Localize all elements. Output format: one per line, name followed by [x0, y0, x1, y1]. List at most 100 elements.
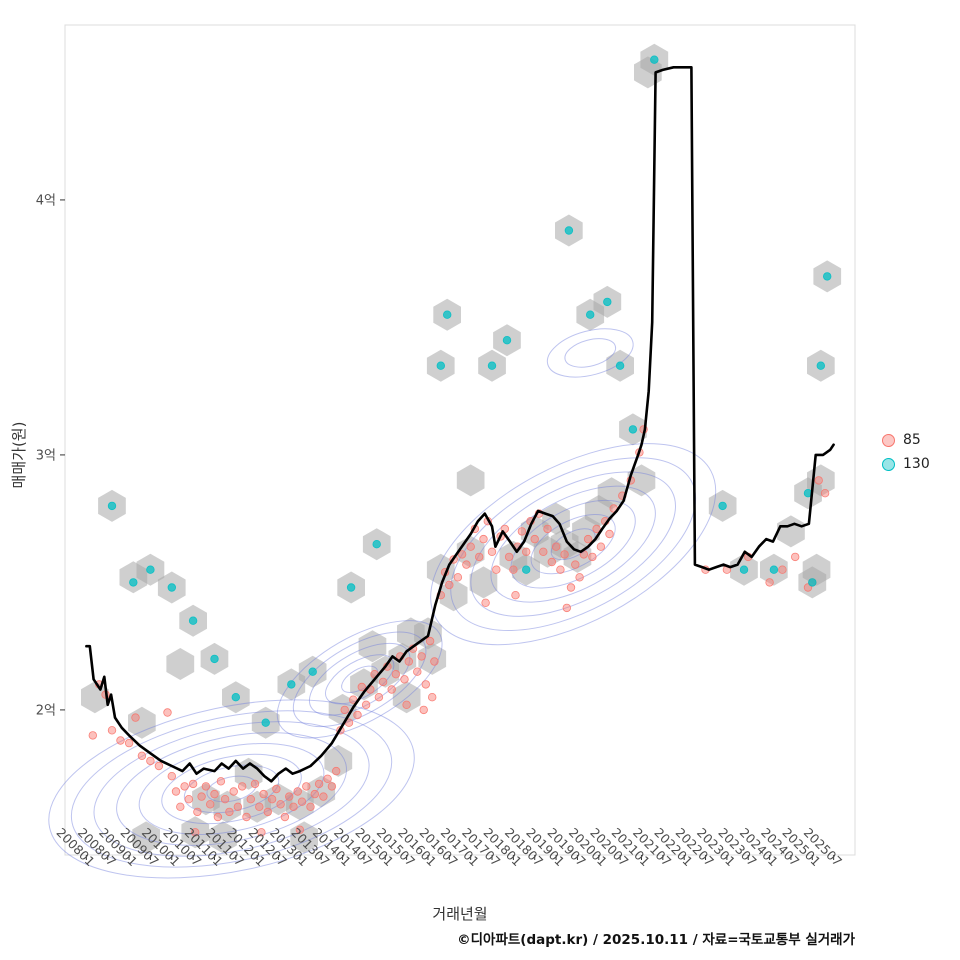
density-contour: [325, 654, 395, 705]
scatter-point-85: [216, 777, 226, 786]
density-contour: [93, 721, 370, 857]
scatter-point-85: [487, 547, 497, 556]
scatter-point-85: [116, 736, 125, 745]
hexbin-cell: [264, 783, 293, 816]
hexbin-cell: [802, 553, 831, 586]
scatter-point-130: [564, 226, 574, 235]
scatter-point-85: [419, 705, 428, 715]
y-axis: 2억 3억 4억: [36, 193, 65, 718]
scatter-point-85: [340, 705, 349, 715]
hexbin-cell: [243, 790, 271, 823]
scatter-point-85: [778, 565, 787, 574]
legend-label-85: 85: [903, 432, 921, 448]
hexbin-cell: [307, 775, 336, 808]
scatter-point-85: [374, 693, 384, 702]
scatter-point-85: [184, 795, 193, 804]
hexbin-cell: [426, 553, 455, 586]
scatter-point-85: [562, 603, 571, 613]
scatter-point-85: [551, 542, 561, 551]
scatter-point-85: [457, 550, 467, 559]
density-contour: [530, 514, 616, 575]
scatter-point-85: [163, 708, 172, 717]
scatter-point-85: [255, 802, 264, 811]
density-contour: [550, 528, 596, 561]
density-contour: [564, 338, 617, 368]
scatter-point-85: [596, 542, 606, 551]
scatter-point-85: [171, 787, 181, 796]
scatter-point-85: [571, 560, 580, 569]
scatter-point-85: [250, 779, 260, 789]
scatter-point-85: [391, 670, 401, 679]
scatter-point-85: [361, 700, 371, 709]
scatter-point-85: [413, 667, 422, 676]
scatter-point-85: [213, 812, 223, 822]
scatter-point-130: [231, 693, 240, 702]
scatter-point-85: [176, 802, 185, 811]
scatter-point-130: [443, 310, 452, 319]
scatter-point-85: [327, 782, 337, 791]
scatter-point-85: [378, 677, 388, 687]
scatter-point-85: [543, 524, 552, 534]
scatter-point-130: [816, 361, 825, 370]
density-contour: [292, 631, 427, 728]
x-axis-title: 거래년월: [432, 905, 488, 923]
hexbin-cell: [209, 821, 237, 854]
scatter-point-130: [346, 583, 356, 592]
y-tick-label: 4억: [36, 193, 56, 208]
density-contour: [490, 485, 656, 603]
scatter-point-85: [402, 700, 411, 709]
scatter-point-85: [583, 534, 593, 544]
scatter-point-85: [210, 789, 219, 799]
legend-dot-85-icon: [882, 433, 895, 447]
scatter-point-85: [167, 772, 176, 781]
density-contour: [161, 753, 302, 825]
hexbin-cell: [418, 642, 447, 675]
legend-item-130: 130: [882, 456, 930, 472]
scatter-point-85: [462, 560, 471, 569]
scatter-point-130: [167, 583, 176, 592]
scatter-point-130: [107, 501, 117, 511]
hexbin-cell: [213, 790, 242, 823]
density-contour: [546, 328, 634, 378]
scatter-point-85: [263, 807, 272, 817]
scatter-point-85: [539, 547, 548, 556]
density-contour: [450, 457, 697, 632]
scatter-point-130: [739, 565, 749, 574]
scatter-point-85: [137, 751, 147, 760]
hexbin-cell: [290, 821, 318, 854]
hexbin-cell: [166, 648, 195, 680]
scatter-point-130: [487, 361, 497, 370]
scatter-point-85: [201, 782, 211, 791]
density-contour-layer: [48, 328, 717, 879]
scatter-point-85: [509, 565, 518, 574]
scatter-point-85: [306, 802, 315, 811]
density-contour: [138, 742, 325, 835]
scatter-point-85: [400, 675, 409, 684]
hexbin-cell: [181, 816, 210, 849]
scatter-point-130: [650, 55, 659, 64]
scatter-point-85: [522, 547, 531, 556]
hexbin-cell: [328, 693, 357, 726]
density-contour: [470, 471, 676, 617]
scatter-point-85: [387, 685, 396, 694]
scatter-point-85: [107, 726, 117, 735]
scatter-point-85: [566, 583, 576, 592]
footer-credit: ©디아파트(dapt.kr) / 2025.10.11 / 자료=국토교통부 실…: [457, 932, 855, 948]
scatter-point-85: [820, 489, 830, 498]
scatter-point-85: [560, 550, 569, 559]
hexbin-cell: [627, 464, 656, 497]
legend-label-130: 130: [903, 456, 930, 472]
scatter-point-85: [575, 573, 584, 582]
scatter-point-85: [124, 738, 134, 748]
scatter-point-85: [295, 825, 305, 834]
scatter-point-130: [586, 310, 595, 319]
scatter-point-130: [188, 616, 198, 625]
hexbin-cell: [358, 630, 387, 663]
scatter-point-85: [193, 807, 202, 817]
scatter-point-85: [205, 800, 215, 809]
trend-line: [85, 66, 835, 783]
scatter-point-85: [791, 552, 800, 562]
scatter-point-85: [530, 534, 539, 544]
